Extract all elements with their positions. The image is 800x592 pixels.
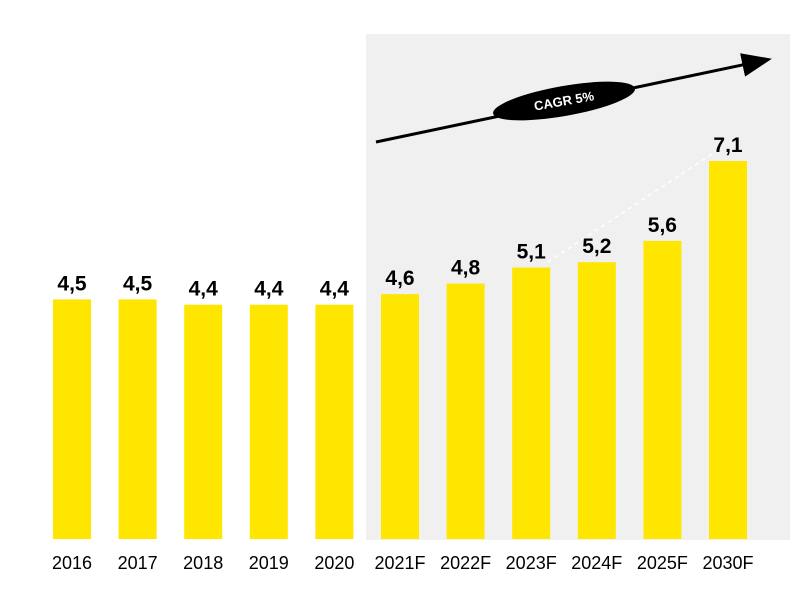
value-label-2021F: 4,6 — [385, 267, 414, 290]
value-label-2025F: 5,6 — [648, 214, 677, 237]
bar-2021F — [381, 294, 419, 539]
value-label-2018: 4,4 — [189, 278, 219, 301]
x-tick-label-2023F: 2023F — [506, 553, 557, 573]
x-axis-tick-labels: 2016 2017 2018 2019 2020 2021F 2022F 2023F 2024F… — [52, 553, 754, 573]
bar-2024F — [577, 262, 616, 539]
bar-2016 — [53, 299, 91, 539]
x-tick-label-2020: 2020 — [314, 553, 354, 573]
x-tick-label-2019: 2019 — [249, 553, 289, 573]
value-label-2017: 4,5 — [123, 272, 153, 295]
value-label-2019: 4,4 — [254, 278, 284, 301]
value-label-2024F: 5,2 — [582, 235, 611, 258]
x-tick-label-2021F: 2021F — [374, 553, 425, 573]
value-label-2023F: 5,1 — [517, 241, 547, 264]
value-label-2030F: 7,1 — [713, 134, 743, 157]
x-tick-label-2022F: 2022F — [440, 553, 491, 573]
value-label-2016: 4,5 — [57, 272, 87, 295]
x-tick-label-2024F: 2024F — [571, 553, 622, 573]
bar-2023F — [512, 267, 551, 539]
value-labels-group: 4,5 4,5 4,4 4,4 4,4 4,6 4,8 5,1 5,2 5,6 7,1 — [57, 134, 743, 301]
cagr-badge-ellipse — [493, 81, 635, 121]
bar-2020 — [315, 304, 354, 539]
bar-2022F — [446, 283, 485, 539]
bar-2018 — [184, 304, 223, 539]
bar-2030F — [709, 161, 747, 539]
x-tick-label-2018: 2018 — [183, 553, 223, 573]
x-tick-label-2017: 2017 — [118, 553, 158, 573]
bars-group — [53, 161, 747, 539]
bar-2017 — [118, 299, 157, 539]
x-tick-label-2030F: 2030F — [702, 553, 753, 573]
value-label-2022F: 4,8 — [451, 257, 481, 280]
cagr-badge: CAGR 5% — [493, 81, 635, 121]
bar-2025F — [643, 240, 682, 539]
cagr-guide-dashed-line — [547, 149, 719, 263]
value-label-2020: 4,4 — [320, 278, 350, 301]
x-tick-label-2025F: 2025F — [637, 553, 688, 573]
x-tick-label-2016: 2016 — [52, 553, 92, 573]
bar-2019 — [249, 304, 288, 539]
